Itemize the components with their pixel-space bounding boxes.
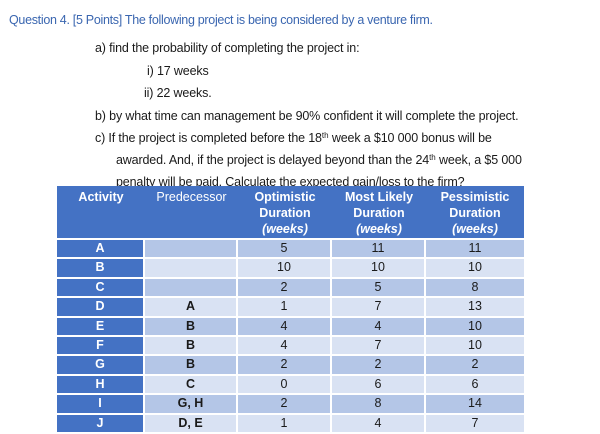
header-line: Duration <box>353 206 405 220</box>
optimistic-cell: 2 <box>238 395 332 415</box>
table-row-D: D A 1 7 13 <box>57 298 524 318</box>
item-c-line1-text: c) If the project is completed before th… <box>95 131 322 145</box>
header-units: (weeks) <box>356 222 402 236</box>
item-a-ii: ii) 22 weeks. <box>144 86 212 100</box>
most-likely-cell: 7 <box>332 336 426 357</box>
predecessor-cell: B <box>145 336 238 357</box>
most-likely-cell: 2 <box>332 356 426 376</box>
header-line: Most Likely <box>344 190 414 204</box>
predecessor-cell: G, H <box>145 395 238 415</box>
header-units: (weeks) <box>262 222 308 236</box>
activity-cell: I <box>57 395 145 415</box>
activity-cell: D <box>57 298 145 318</box>
optimistic-cell: 2 <box>238 356 332 376</box>
activity-cell: E <box>57 317 145 337</box>
table-row-A: A 5 11 11 <box>57 240 524 260</box>
item-c-line3: penalty will be paid. Calculate the expe… <box>116 175 465 189</box>
activity-cell: J <box>57 414 145 434</box>
ordinal-superscript: th <box>321 131 329 140</box>
table-row-G: G B 2 2 2 <box>57 356 524 376</box>
pessimistic-cell: 7 <box>426 414 524 434</box>
pessimistic-cell: 2 <box>426 356 524 376</box>
pessimistic-cell: 14 <box>426 395 524 415</box>
item-c-line1: c) If the project is completed before th… <box>95 131 492 145</box>
optimistic-cell: 1 <box>238 414 332 434</box>
item-a-i: i) 17 weeks <box>147 64 209 78</box>
optimistic-cell: 5 <box>238 240 332 260</box>
table-header-row: Activity Predecessor Optimistic Duration… <box>57 186 524 240</box>
activity-cell: G <box>57 356 145 376</box>
pessimistic-cell: 13 <box>426 298 524 318</box>
table-row-C: C 2 5 8 <box>57 278 524 299</box>
table-row-I: I G, H 2 8 14 <box>57 395 524 415</box>
pessimistic-cell: 10 <box>426 259 524 279</box>
table-row-H: H C 0 6 6 <box>57 375 524 396</box>
predecessor-cell: D, E <box>145 414 238 434</box>
most-likely-cell: 10 <box>332 259 426 279</box>
item-c-line2-text: awarded. And, if the project is delayed … <box>116 153 430 167</box>
optimistic-cell: 0 <box>238 375 332 396</box>
item-b: b) by what time can management be 90% co… <box>95 109 519 123</box>
table-row-J: J D, E 1 4 7 <box>57 414 524 434</box>
pessimistic-cell: 10 <box>426 317 524 337</box>
pessimistic-cell: 11 <box>426 240 524 260</box>
table-row-F: F B 4 7 10 <box>57 336 524 357</box>
predecessor-cell: B <box>145 317 238 337</box>
optimistic-cell: 4 <box>238 317 332 337</box>
predecessor-cell: A <box>145 298 238 318</box>
optimistic-cell: 2 <box>238 278 332 299</box>
item-c-line1-text2: week a $10 000 bonus will be <box>328 131 492 145</box>
table-row-B: B 10 10 10 <box>57 259 524 279</box>
predecessor-cell: C <box>145 375 238 396</box>
header-line: Duration <box>449 206 501 220</box>
header-units: (weeks) <box>452 222 498 236</box>
most-likely-cell: 4 <box>332 317 426 337</box>
question-title: Question 4. [5 Points] The following pro… <box>9 13 433 27</box>
header-predecessor: Predecessor <box>156 190 227 204</box>
optimistic-cell: 4 <box>238 336 332 357</box>
optimistic-cell: 10 <box>238 259 332 279</box>
item-a: a) find the probability of completing th… <box>95 41 360 55</box>
most-likely-cell: 7 <box>332 298 426 318</box>
most-likely-cell: 4 <box>332 414 426 434</box>
activity-cell: A <box>57 240 145 260</box>
header-optimistic-duration: Optimistic Duration (weeks) <box>238 186 332 238</box>
item-c-line2-text2: week, a $5 000 <box>435 153 522 167</box>
activity-cell: C <box>57 278 145 299</box>
activity-cell: H <box>57 375 145 396</box>
activity-durations-table: Activity Predecessor Optimistic Duration… <box>57 186 524 434</box>
header-line: Pessimistic <box>440 190 510 204</box>
pessimistic-cell: 10 <box>426 336 524 357</box>
header-line: Optimistic <box>254 190 316 204</box>
header-pessimistic-duration: Pessimistic Duration (weeks) <box>426 186 524 238</box>
predecessor-cell <box>145 240 238 260</box>
predecessor-cell <box>145 259 238 279</box>
predecessor-cell: B <box>145 356 238 376</box>
most-likely-cell: 11 <box>332 240 426 260</box>
table-row-E: E B 4 4 10 <box>57 317 524 337</box>
header-activity: Activity <box>78 190 124 204</box>
item-c-line2: awarded. And, if the project is delayed … <box>116 153 522 167</box>
activity-cell: F <box>57 336 145 357</box>
header-line: Duration <box>259 206 311 220</box>
pessimistic-cell: 6 <box>426 375 524 396</box>
header-most-likely-duration: Most Likely Duration (weeks) <box>332 186 426 238</box>
ordinal-superscript: th <box>429 153 436 162</box>
most-likely-cell: 8 <box>332 395 426 415</box>
predecessor-cell <box>145 278 238 299</box>
pessimistic-cell: 8 <box>426 278 524 299</box>
optimistic-cell: 1 <box>238 298 332 318</box>
most-likely-cell: 6 <box>332 375 426 396</box>
activity-cell: B <box>57 259 145 279</box>
table-body: A 5 11 11 B 10 10 10 C 2 5 8 D A 1 7 13 <box>57 240 524 434</box>
most-likely-cell: 5 <box>332 278 426 299</box>
